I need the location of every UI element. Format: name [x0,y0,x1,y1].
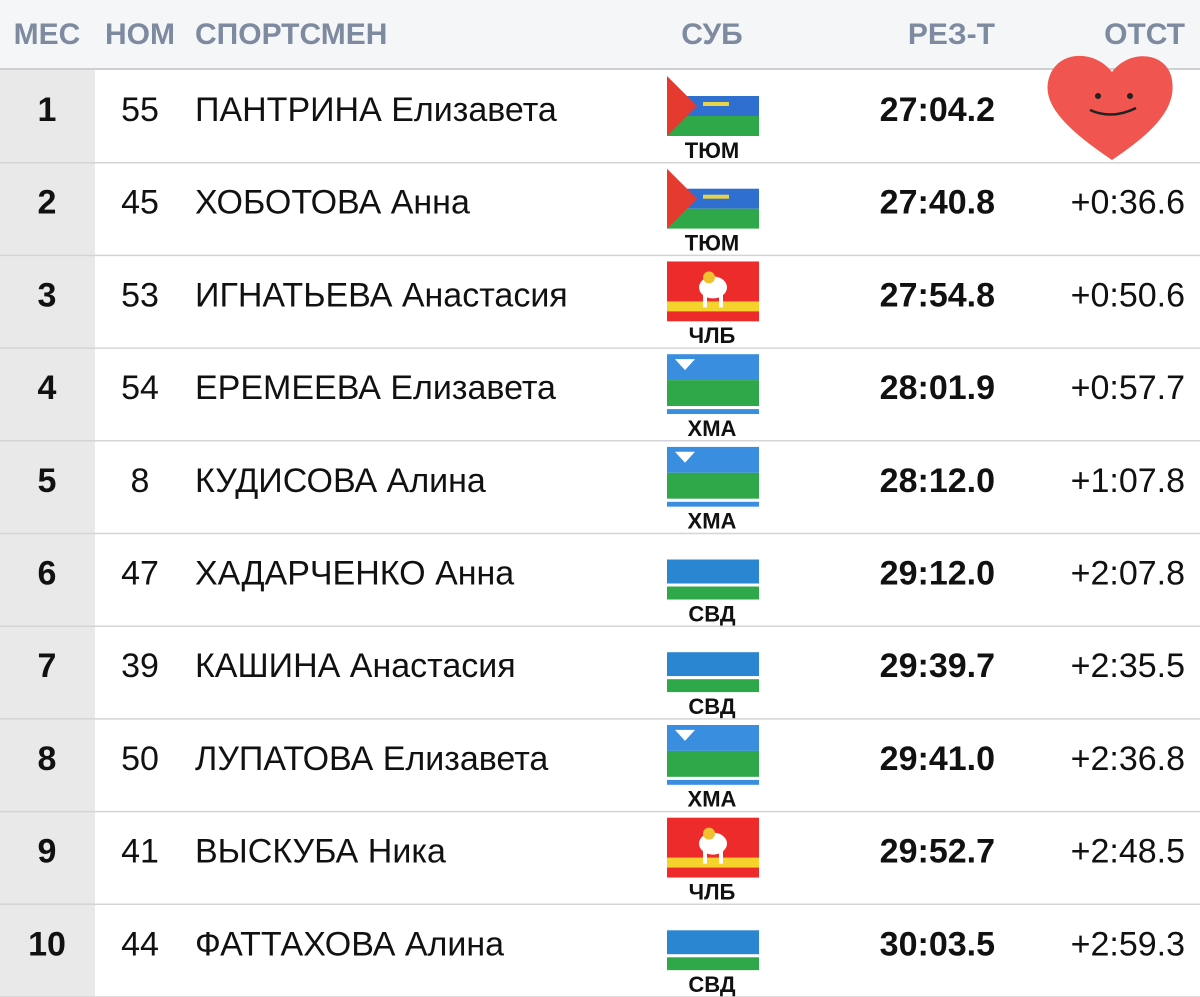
region-flag [667,724,759,785]
result-time: 29:52.7 [880,833,995,871]
athlete-name: ЛУПАТОВА Елизавета [195,740,548,778]
column-header: МЕС [14,18,81,51]
region-code: ТЮМ [685,231,739,256]
result-time: 29:12.0 [880,554,995,592]
region-code: СВД [688,601,735,626]
region-flag [667,910,759,971]
region-flag [667,261,759,322]
time-gap: +2:36.8 [1071,740,1185,778]
time-gap: +0:57.7 [1071,369,1185,407]
result-time: 29:41.0 [880,740,995,778]
rank: 7 [38,647,57,685]
result-row: 2 45 ХОБОТОВА Анна ТЮМ 27:40.8 +0:36.6 [0,168,1200,257]
time-gap: +0:36.6 [1071,184,1185,222]
athlete-name: ФАТТАХОВА Алина [195,925,504,963]
time-gap: +2:35.5 [1071,647,1185,685]
result-time: 28:12.0 [880,462,995,500]
result-row: 4 54 ЕРЕМЕЕВА Елизавета ХМА 28:01.9 +0:57.7 [0,354,1200,442]
region-flag [667,539,759,600]
result-row: 7 39 КАШИНА Анастасия СВД 29:39.7 +2:35.5 [0,632,1200,720]
bib-number: 41 [121,833,159,871]
region-flag [667,817,759,878]
rank: 2 [38,184,57,222]
result-row: 3 53 ИГНАТЬЕВА Анастасия ЧЛБ 27:54.8 +0:50.6 [0,261,1200,349]
bib-number: 50 [121,740,159,778]
rank: 3 [38,276,57,314]
bib-number: 44 [121,925,159,963]
time-gap: +2:48.5 [1071,833,1185,871]
result-time: 27:54.8 [880,276,995,314]
result-time: 28:01.9 [880,369,995,407]
athlete-name: ЕРЕМЕЕВА Елизавета [195,369,556,407]
bib-number: 55 [121,91,159,129]
result-time: 27:04.2 [880,91,995,129]
rank: 8 [38,740,57,778]
region-code: СВД [688,972,735,997]
column-header: ОТСТ [1104,18,1185,51]
bib-number: 8 [131,462,150,500]
bib-number: 45 [121,184,159,222]
time-gap: +2:07.8 [1071,554,1185,592]
region-flag [667,632,759,693]
region-code: ХМА [688,509,737,534]
result-row: 8 50 ЛУПАТОВА Елизавета ХМА 29:41.0 +2:36.8 [0,724,1200,813]
region-code: ЧЛБ [689,879,736,904]
result-time: 29:39.7 [880,647,995,685]
result-row: 9 41 ВЫСКУБА Ника ЧЛБ 29:52.7 +2:48.5 [0,817,1200,906]
region-code: СВД [688,694,735,719]
region-code: ТЮМ [685,138,739,163]
region-code: ХМА [688,787,737,812]
result-time: 27:40.8 [880,184,995,222]
athlete-name: ВЫСКУБА Ника [195,833,446,871]
region-flag [667,354,759,415]
rank: 1 [38,91,57,129]
rank: 9 [38,833,57,871]
result-row: 1 55 ПАНТРИНА Елизавета ТЮМ 27:04.2 [0,76,1200,164]
header-background [0,0,1200,68]
bib-number: 39 [121,647,159,685]
time-gap: +1:07.8 [1071,462,1185,500]
rank-column [0,68,95,997]
athlete-name: ХОБОТОВА Анна [195,184,470,222]
rank: 5 [38,462,57,500]
region-flag [667,446,759,507]
athlete-name: КУДИСОВА Алина [195,462,486,500]
column-header: СПОРТСМЕН [195,18,387,51]
rank: 4 [38,369,57,407]
result-time: 30:03.5 [880,925,995,963]
region-flag [667,76,759,136]
region-flag [667,168,759,229]
athlete-name: ПАНТРИНА Елизавета [195,91,557,129]
result-row: 5 8 КУДИСОВА Алина ХМА 28:12.0 +1:07.8 [0,446,1200,535]
result-row: 6 47 ХАДАРЧЕНКО Анна СВД 29:12.0 +2:07.8 [0,539,1200,627]
time-gap: +2:59.3 [1071,925,1185,963]
result-row: 10 44 ФАТТАХОВА Алина СВД 30:03.5 +2:59.3 [0,910,1200,997]
rank: 6 [38,554,57,592]
heart-sticker [1047,55,1173,160]
athlete-name: ХАДАРЧЕНКО Анна [195,554,514,592]
region-code: ХМА [688,416,737,441]
bib-number: 47 [121,554,159,592]
column-header: РЕЗ-Т [908,18,995,51]
column-header: СУБ [681,18,743,51]
athlete-name: ИГНАТЬЕВА Анастасия [195,276,568,314]
region-code: ЧЛБ [689,323,736,348]
bib-number: 54 [121,369,159,407]
time-gap: +0:50.6 [1071,276,1185,314]
column-header: НОМ [105,18,175,51]
athlete-name: КАШИНА Анастасия [195,647,516,685]
rank: 10 [28,925,66,963]
bib-number: 53 [121,276,159,314]
